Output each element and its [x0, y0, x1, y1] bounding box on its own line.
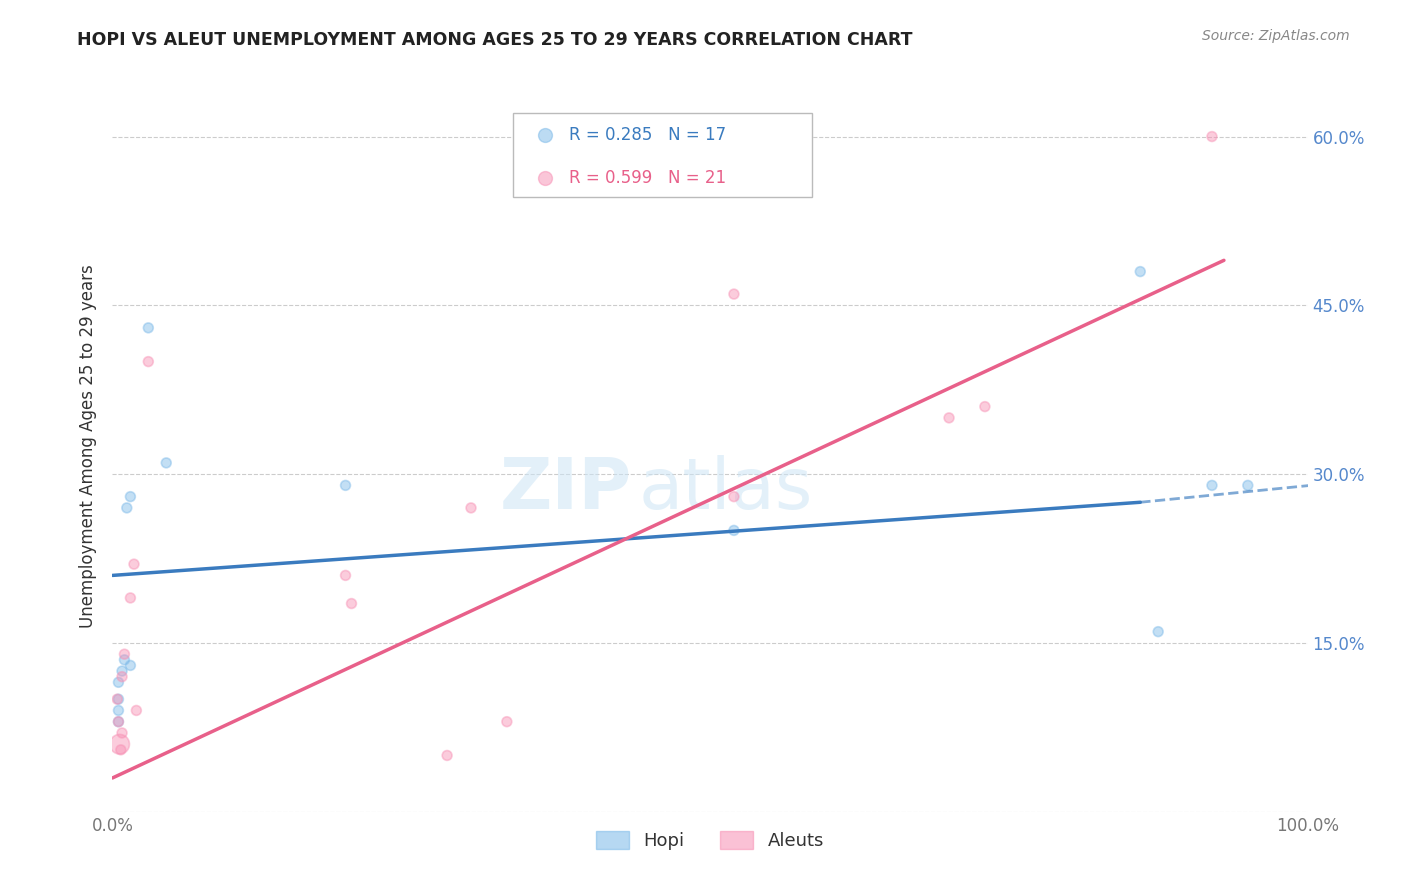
Point	[138, 354, 160, 368]
Point	[1201, 129, 1223, 144]
Point	[114, 653, 135, 667]
Point	[120, 490, 142, 504]
Point	[107, 703, 129, 717]
Point	[108, 737, 131, 751]
Point	[460, 500, 482, 515]
Point	[105, 692, 128, 706]
Point	[496, 714, 519, 729]
Y-axis label: Unemployment Among Ages 25 to 29 years: Unemployment Among Ages 25 to 29 years	[79, 264, 97, 628]
Point	[335, 478, 357, 492]
Point	[723, 524, 745, 538]
Legend: Hopi, Aleuts: Hopi, Aleuts	[589, 823, 831, 857]
Point	[1237, 478, 1260, 492]
Point	[155, 456, 177, 470]
Point	[723, 490, 745, 504]
Point	[107, 714, 129, 729]
Text: ZIP: ZIP	[501, 456, 633, 524]
Point	[125, 703, 148, 717]
Text: Source: ZipAtlas.com: Source: ZipAtlas.com	[1202, 29, 1350, 43]
Text: atlas: atlas	[638, 456, 813, 524]
Point	[335, 568, 357, 582]
Point	[138, 321, 160, 335]
Point	[974, 400, 997, 414]
Point	[122, 557, 145, 571]
Point	[111, 664, 134, 678]
Point	[1201, 478, 1223, 492]
Point	[107, 675, 129, 690]
Point	[111, 670, 134, 684]
Point	[340, 597, 363, 611]
Text: R = 0.599   N = 21: R = 0.599 N = 21	[569, 169, 725, 186]
Point	[120, 658, 142, 673]
Point	[723, 287, 745, 301]
Text: R = 0.285   N = 17: R = 0.285 N = 17	[569, 126, 725, 145]
Point	[938, 410, 960, 425]
Point	[110, 743, 132, 757]
Point	[1129, 264, 1152, 278]
Point	[111, 726, 134, 740]
Point	[107, 692, 129, 706]
Point	[107, 714, 129, 729]
FancyBboxPatch shape	[513, 113, 811, 197]
Point	[115, 500, 138, 515]
Point	[436, 748, 458, 763]
Point	[1147, 624, 1170, 639]
Point	[114, 647, 135, 661]
Point	[120, 591, 142, 605]
Text: HOPI VS ALEUT UNEMPLOYMENT AMONG AGES 25 TO 29 YEARS CORRELATION CHART: HOPI VS ALEUT UNEMPLOYMENT AMONG AGES 25…	[77, 31, 912, 49]
